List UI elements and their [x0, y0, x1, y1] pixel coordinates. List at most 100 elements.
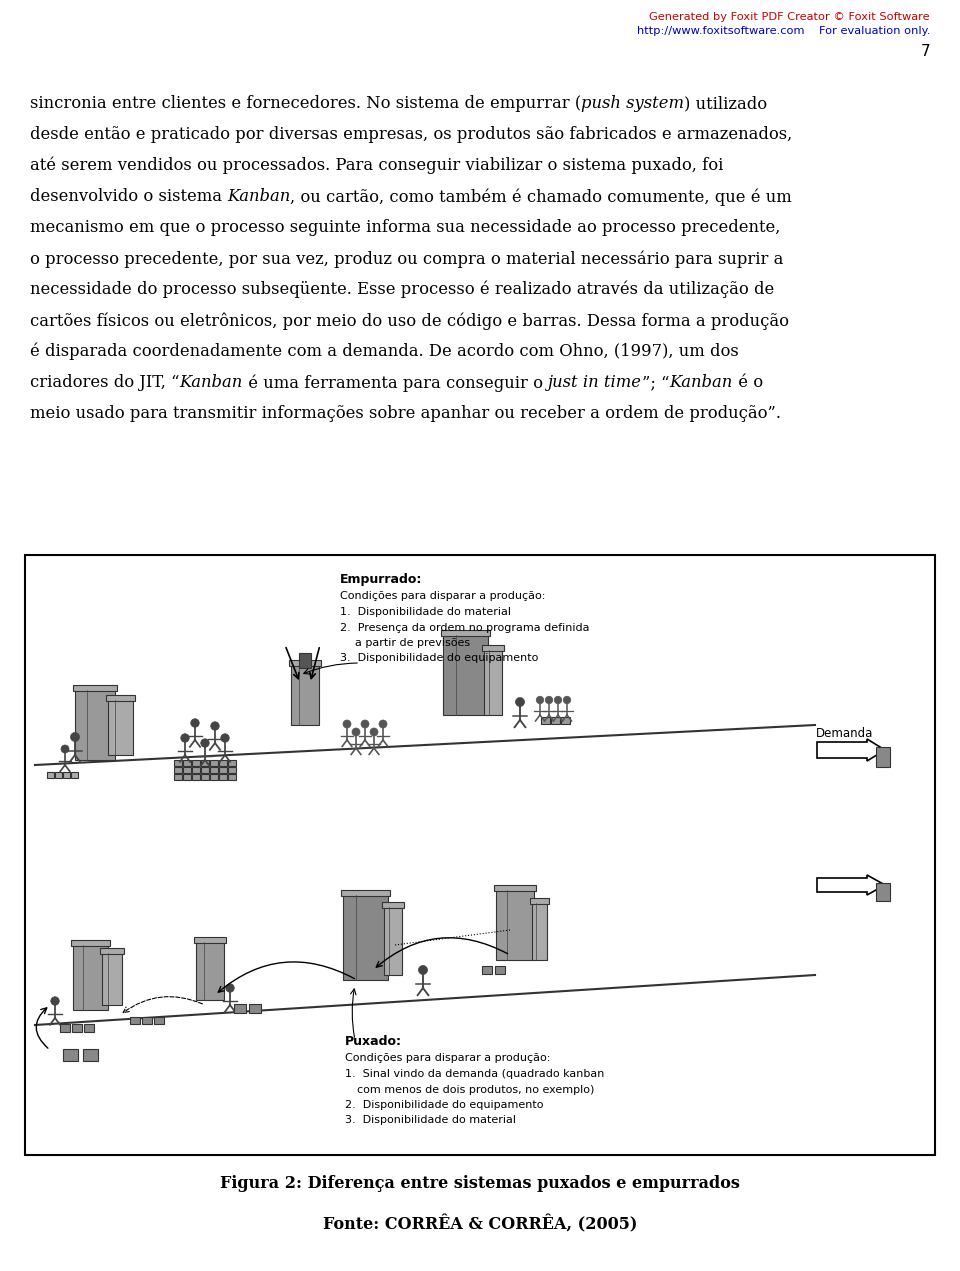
Circle shape — [70, 732, 80, 741]
Text: Kanban: Kanban — [669, 374, 732, 391]
Bar — [495, 966, 505, 974]
Circle shape — [221, 733, 229, 742]
Circle shape — [51, 996, 60, 1005]
Text: push system: push system — [581, 95, 684, 112]
Circle shape — [379, 719, 387, 728]
Text: mecanismo em que o processo seguinte informa sua necessidade ao processo precede: mecanismo em que o processo seguinte inf… — [30, 219, 780, 236]
Bar — [108, 700, 132, 755]
Bar — [73, 946, 108, 1010]
Bar — [106, 695, 134, 702]
Bar — [130, 1017, 140, 1023]
Bar — [482, 644, 504, 651]
Bar — [192, 760, 200, 766]
Bar — [194, 937, 226, 943]
Bar — [876, 883, 890, 901]
Bar — [494, 885, 536, 891]
Bar — [100, 948, 124, 955]
Bar — [210, 760, 218, 766]
Text: 7: 7 — [921, 44, 930, 58]
Text: 3.  Disponibilidade do equipamento: 3. Disponibilidade do equipamento — [340, 653, 539, 663]
Bar — [183, 774, 191, 780]
Circle shape — [370, 728, 378, 736]
Text: meio usado para transmitir informações sobre apanhar ou receber a ordem de produ: meio usado para transmitir informações s… — [30, 405, 781, 422]
Circle shape — [343, 719, 351, 728]
Text: Puxado:: Puxado: — [345, 1035, 402, 1049]
Bar — [550, 717, 560, 723]
Bar — [154, 1017, 164, 1023]
Bar — [210, 766, 218, 773]
Bar — [25, 555, 935, 1155]
Bar — [70, 771, 78, 778]
Bar — [219, 766, 227, 773]
Bar — [72, 1024, 82, 1032]
Bar — [192, 766, 200, 773]
Bar — [210, 774, 218, 780]
Bar — [192, 774, 200, 780]
Bar — [60, 1024, 70, 1032]
Bar — [55, 771, 61, 778]
Bar — [219, 774, 227, 780]
Bar — [234, 1004, 246, 1013]
Text: 1.  Sinal vindo da demanda (quadrado kanban: 1. Sinal vindo da demanda (quadrado kanb… — [345, 1069, 605, 1079]
Bar — [62, 1049, 78, 1061]
Text: 3.  Disponibilidade do material: 3. Disponibilidade do material — [345, 1115, 516, 1125]
Text: 1.  Disponibilidade do material: 1. Disponibilidade do material — [340, 608, 511, 616]
Bar — [75, 690, 115, 760]
Bar — [561, 717, 569, 723]
Circle shape — [211, 722, 219, 731]
Text: é o: é o — [732, 374, 763, 391]
Bar — [291, 665, 319, 724]
Bar — [174, 766, 182, 773]
Text: a partir de previsões: a partir de previsões — [355, 638, 470, 648]
Bar — [876, 747, 890, 766]
Bar — [249, 1004, 261, 1013]
Bar — [289, 660, 321, 666]
Bar — [441, 630, 490, 636]
FancyArrow shape — [817, 738, 885, 761]
Bar — [201, 760, 209, 766]
Bar — [384, 907, 402, 975]
Bar — [228, 774, 236, 780]
Circle shape — [61, 745, 69, 752]
Text: desenvolvido o sistema: desenvolvido o sistema — [30, 188, 228, 205]
Text: o processo precedente, por sua vez, produz ou compra o material necessário para : o processo precedente, por sua vez, prod… — [30, 250, 783, 267]
Text: é uma ferramenta para conseguir o: é uma ferramenta para conseguir o — [243, 374, 548, 391]
Text: 2.  Presença da ordem no programa definida: 2. Presença da ordem no programa definid… — [340, 623, 589, 633]
Text: Generated by Foxit PDF Creator © Foxit Software: Generated by Foxit PDF Creator © Foxit S… — [649, 11, 930, 22]
Text: com menos de dois produtos, no exemplo): com menos de dois produtos, no exemplo) — [357, 1085, 594, 1096]
Bar — [443, 636, 488, 716]
Circle shape — [361, 719, 369, 728]
Circle shape — [545, 697, 553, 704]
Bar — [196, 942, 224, 1000]
Text: criadores do JIT, “: criadores do JIT, “ — [30, 374, 180, 391]
Bar — [102, 953, 122, 1005]
Bar — [341, 890, 390, 896]
Bar — [73, 685, 117, 691]
Bar — [484, 649, 502, 716]
Circle shape — [564, 697, 571, 704]
Bar — [62, 771, 69, 778]
Bar — [183, 760, 191, 766]
Text: ) utilizado: ) utilizado — [684, 95, 767, 112]
Circle shape — [554, 697, 562, 704]
Bar — [183, 766, 191, 773]
Text: Demanda: Demanda — [816, 727, 874, 740]
Bar — [540, 717, 549, 723]
Text: http://www.foxitsoftware.com    For evaluation only.: http://www.foxitsoftware.com For evaluat… — [636, 25, 930, 36]
Bar — [219, 760, 227, 766]
Bar — [530, 899, 548, 904]
Bar — [343, 895, 388, 980]
Text: Kanban: Kanban — [228, 188, 291, 205]
Text: Condições para disparar a produção:: Condições para disparar a produção: — [345, 1052, 550, 1063]
Bar — [228, 766, 236, 773]
Bar — [174, 774, 182, 780]
Circle shape — [419, 966, 427, 975]
Text: cartões físicos ou eletrônicos, por meio do uso de código e barras. Dessa forma : cartões físicos ou eletrônicos, por meio… — [30, 311, 789, 329]
Bar — [83, 1049, 98, 1061]
Bar — [228, 760, 236, 766]
Text: é disparada coordenadamente com a demanda. De acordo com Ohno, (1997), um dos: é disparada coordenadamente com a demand… — [30, 343, 739, 361]
Circle shape — [516, 698, 524, 707]
Circle shape — [352, 728, 360, 736]
Text: Empurrado:: Empurrado: — [340, 573, 422, 586]
Bar — [46, 771, 54, 778]
